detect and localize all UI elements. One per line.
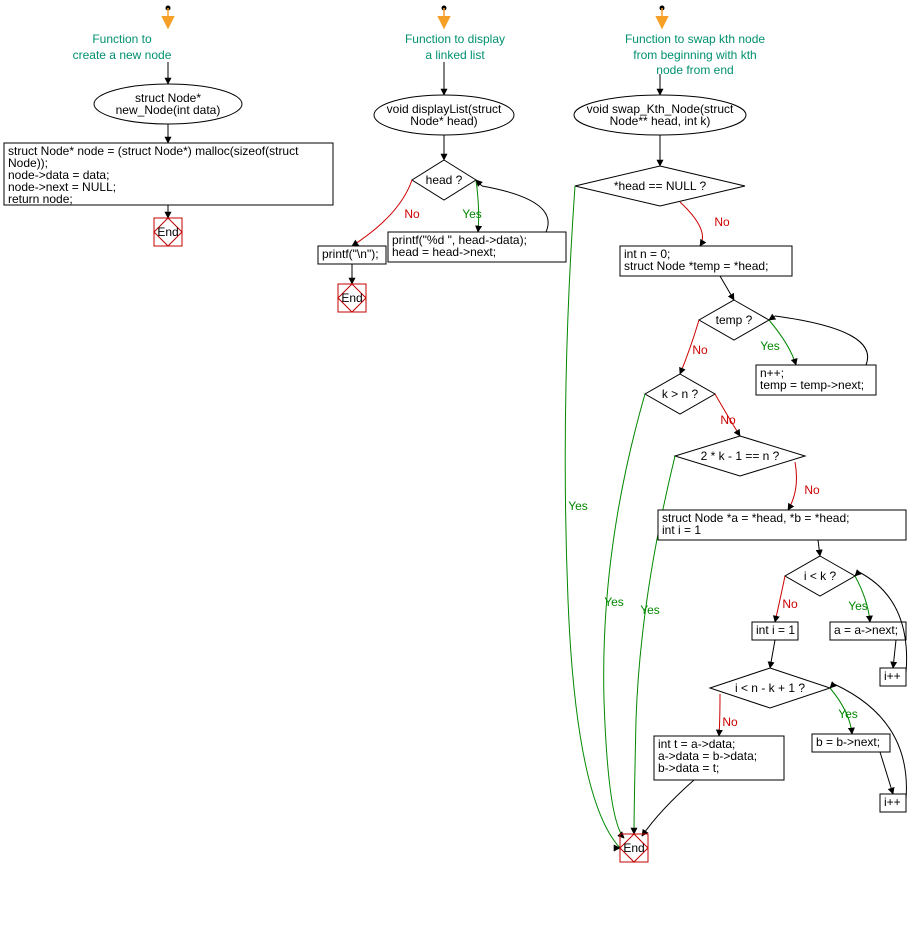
caption-0: Function tocreate a new node: [42, 32, 202, 63]
svg-text:No: No: [404, 207, 420, 221]
svg-text:Yes: Yes: [640, 603, 660, 617]
svg-text:i++: i++: [884, 669, 901, 683]
svg-text:new_Node(int data): new_Node(int data): [116, 103, 221, 117]
svg-text:a = a->next;: a = a->next;: [834, 623, 898, 637]
svg-text:return node;: return node;: [8, 192, 73, 206]
svg-text:b = b->next;: b = b->next;: [816, 735, 880, 749]
svg-text:Yes: Yes: [838, 707, 858, 721]
caption-1: Function to displaya linked list: [375, 32, 535, 63]
svg-text:Yes: Yes: [760, 339, 780, 353]
flowchart-svg: struct Node*new_Node(int data)struct Nod…: [0, 0, 913, 926]
svg-text:Yes: Yes: [462, 207, 482, 221]
svg-text:temp = temp->next;: temp = temp->next;: [760, 378, 864, 392]
svg-text:2 * k - 1 == n ?: 2 * k - 1 == n ?: [701, 449, 780, 463]
svg-text:head = head->next;: head = head->next;: [392, 245, 496, 259]
svg-text:End: End: [341, 291, 362, 305]
svg-text:b->data = t;: b->data = t;: [658, 761, 719, 775]
svg-text:int i = 1: int i = 1: [662, 523, 701, 537]
svg-text:k > n ?: k > n ?: [662, 387, 699, 401]
svg-text:head ?: head ?: [426, 173, 463, 187]
svg-text:End: End: [157, 225, 178, 239]
svg-text:struct Node *temp = *head;: struct Node *temp = *head;: [624, 259, 768, 273]
svg-text:*head == NULL ?: *head == NULL ?: [614, 179, 707, 193]
svg-text:No: No: [722, 715, 738, 729]
svg-text:printf("\n");: printf("\n");: [322, 247, 379, 261]
caption-2: Function to swap kth nodefrom beginning …: [615, 32, 775, 79]
svg-text:i++: i++: [884, 795, 901, 809]
svg-text:Yes: Yes: [568, 499, 588, 513]
svg-text:No: No: [720, 413, 736, 427]
svg-text:No: No: [804, 483, 820, 497]
svg-text:i < k ?: i < k ?: [804, 569, 837, 583]
svg-text:No: No: [692, 343, 708, 357]
svg-text:No: No: [782, 597, 798, 611]
svg-text:Node** head, int k): Node** head, int k): [610, 114, 711, 128]
svg-text:Yes: Yes: [604, 595, 624, 609]
svg-text:temp ?: temp ?: [716, 313, 753, 327]
svg-text:End: End: [623, 841, 644, 855]
svg-text:No: No: [714, 215, 730, 229]
svg-text:i < n - k + 1 ?: i < n - k + 1 ?: [735, 681, 805, 695]
svg-text:struct Node* node = (struct No: struct Node* node = (struct Node*) mallo…: [8, 144, 299, 158]
svg-text:int i = 1: int i = 1: [756, 623, 795, 637]
svg-text:Yes: Yes: [848, 599, 868, 613]
svg-text:Node* head): Node* head): [410, 114, 477, 128]
